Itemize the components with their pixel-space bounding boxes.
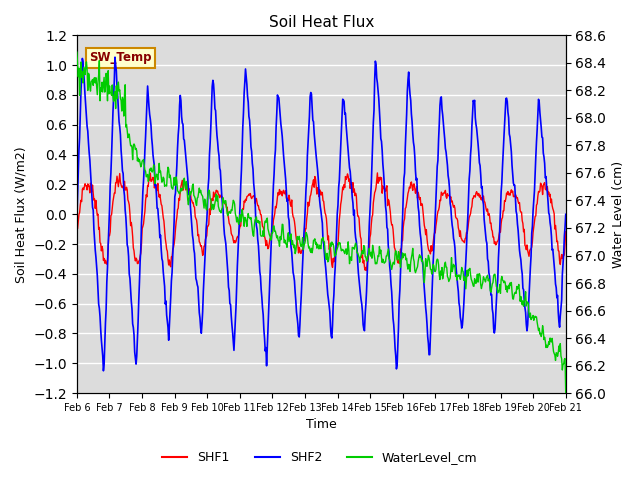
- X-axis label: Time: Time: [306, 419, 337, 432]
- Legend: SHF1, SHF2, WaterLevel_cm: SHF1, SHF2, WaterLevel_cm: [157, 446, 483, 469]
- Y-axis label: Soil Heat Flux (W/m2): Soil Heat Flux (W/m2): [15, 146, 28, 283]
- Title: Soil Heat Flux: Soil Heat Flux: [269, 15, 374, 30]
- Y-axis label: Water Level (cm): Water Level (cm): [612, 161, 625, 268]
- Text: SW_Temp: SW_Temp: [89, 51, 152, 64]
